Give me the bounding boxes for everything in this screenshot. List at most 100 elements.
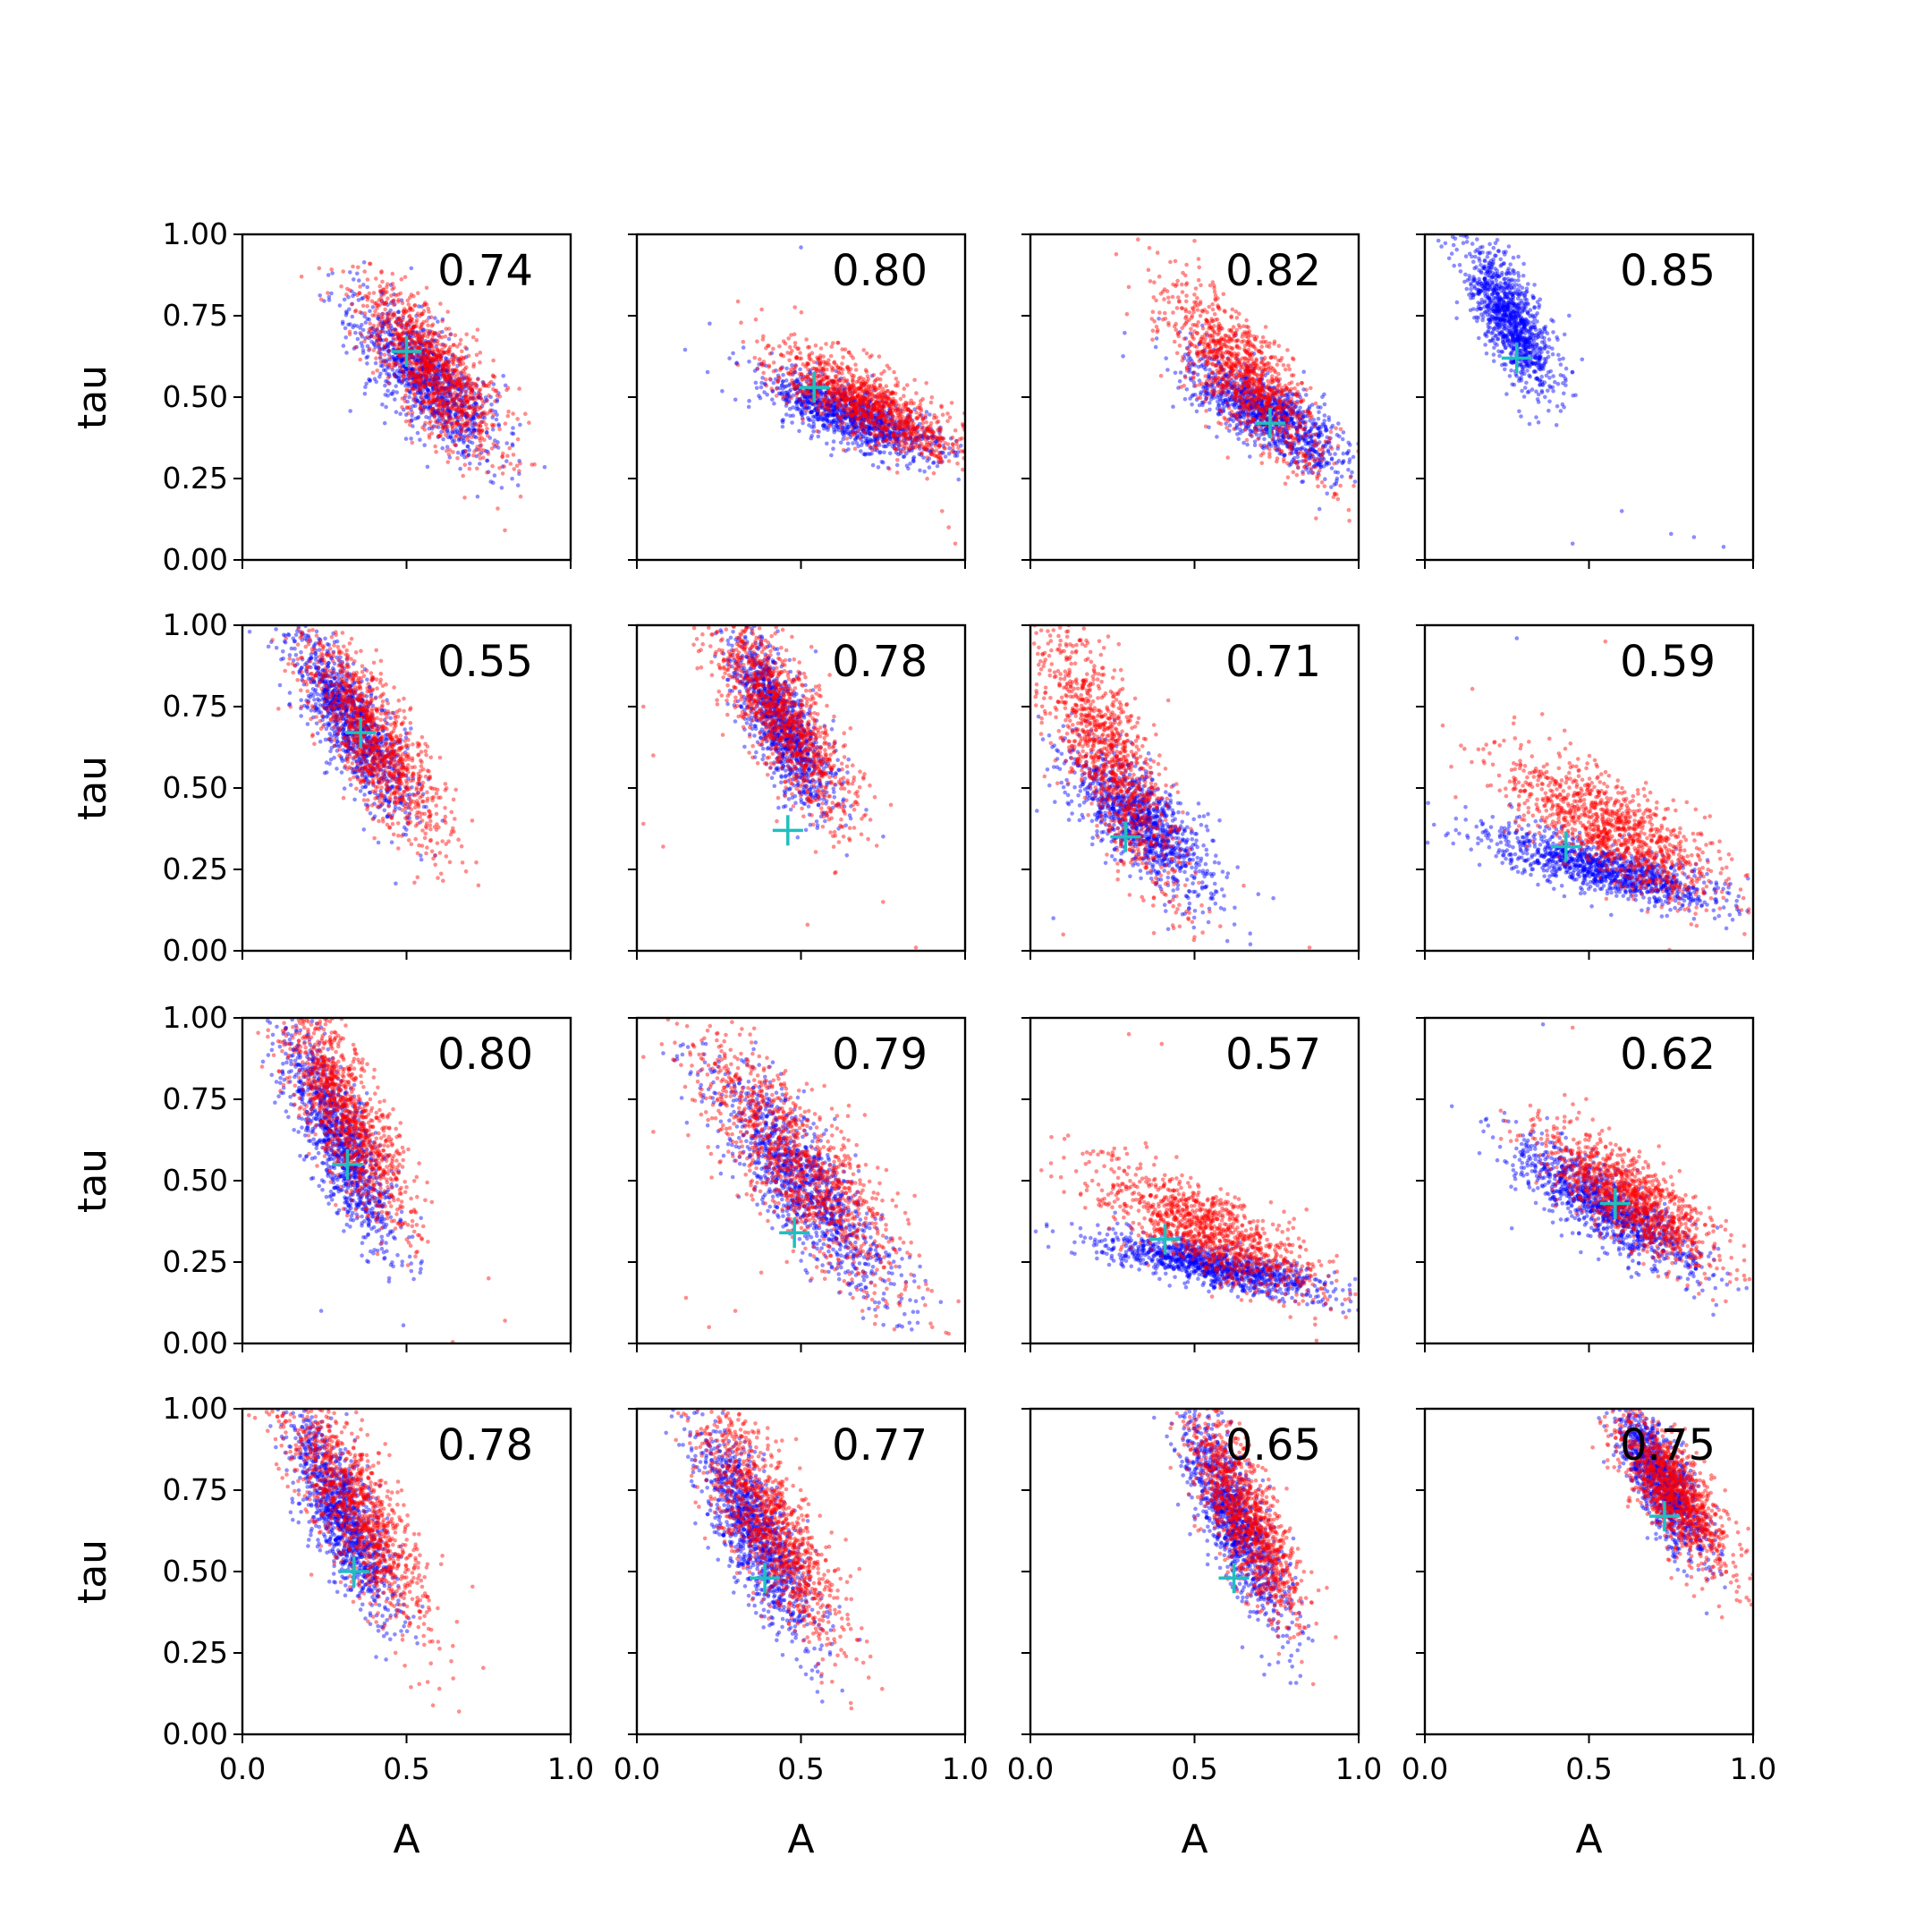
blue-point-cloud-point: [399, 358, 404, 363]
blue-point-cloud-point: [734, 360, 740, 366]
red-point-cloud-point: [823, 393, 828, 398]
blue-point-cloud-point: [358, 331, 363, 335]
red-point-cloud-point: [457, 342, 462, 346]
blue-point-cloud-point: [457, 377, 462, 381]
blue-point-cloud-point: [432, 338, 436, 343]
blue-point-cloud-point: [815, 411, 820, 416]
blue-point-cloud-point: [487, 436, 493, 440]
blue-point-cloud-point: [1238, 427, 1242, 432]
red-point-cloud-point: [400, 301, 405, 306]
blue-point-cloud-point: [860, 394, 865, 399]
blue-point-cloud-point: [360, 335, 365, 339]
blue-point-cloud-point: [462, 402, 467, 407]
blue-point-cloud-point: [832, 404, 837, 410]
red-point-cloud-point: [937, 428, 943, 434]
red-point-cloud-point: [454, 405, 460, 410]
blue-point-cloud-point: [472, 408, 477, 412]
red-point-cloud-point: [398, 338, 402, 343]
blue-point-cloud-point: [741, 345, 746, 350]
red-point-cloud-point: [816, 393, 820, 397]
red-point-cloud-point: [463, 449, 468, 454]
red-point-cloud-point: [406, 330, 411, 335]
red-point-cloud-point: [878, 432, 884, 437]
red-point-cloud-point: [878, 377, 883, 382]
blue-point-cloud-point: [848, 402, 852, 406]
red-point-cloud-point: [459, 429, 464, 435]
red-point-cloud-point: [435, 338, 440, 343]
red-point-cloud-point: [401, 326, 406, 332]
blue-point-cloud-point: [843, 415, 848, 419]
blue-point-cloud-point: [420, 367, 425, 372]
red-point-cloud-point: [478, 424, 483, 428]
red-point-cloud-point: [430, 322, 436, 327]
red-point-cloud-point: [455, 359, 461, 363]
blue-point-cloud-point: [436, 387, 441, 393]
red-point-cloud-point: [455, 383, 460, 388]
blue-point-cloud-point: [912, 407, 917, 412]
blue-point-cloud-point: [859, 418, 864, 423]
blue-point-cloud-point: [460, 403, 465, 409]
blue-point-cloud-point: [422, 443, 428, 448]
red-point-cloud-point: [409, 370, 414, 376]
red-point-cloud-point: [812, 366, 818, 371]
blue-point-cloud-point: [819, 391, 824, 396]
red-point-cloud-point: [446, 326, 452, 331]
red-point-cloud-point: [447, 376, 453, 380]
blue-point-cloud-point: [375, 338, 380, 343]
red-point-cloud-point: [487, 393, 491, 398]
blue-point-cloud-point: [406, 388, 411, 394]
red-point-cloud-point: [411, 330, 416, 335]
red-point-cloud-point: [460, 412, 464, 418]
red-point-cloud-point: [883, 418, 888, 423]
red-point-cloud-point: [375, 326, 379, 332]
blue-point-cloud-point: [454, 429, 460, 435]
red-point-cloud-point: [412, 342, 417, 347]
blue-point-cloud-point: [441, 403, 446, 409]
red-point-cloud-point: [418, 372, 422, 377]
blue-point-cloud-point: [471, 428, 477, 433]
red-point-cloud-point: [438, 354, 443, 359]
blue-point-cloud-point: [471, 413, 476, 419]
red-point-cloud-point: [475, 327, 480, 332]
red-point-cloud-point: [420, 378, 425, 383]
blue-point-cloud-point: [459, 394, 464, 400]
blue-point-cloud-point: [862, 411, 868, 416]
blue-point-cloud-point: [348, 409, 353, 413]
blue-point-cloud-point: [326, 294, 332, 300]
red-point-cloud-point: [911, 445, 915, 451]
blue-point-cloud-point: [453, 412, 458, 417]
blue-point-cloud-point: [833, 408, 837, 413]
blue-point-cloud-point: [803, 406, 808, 411]
blue-point-cloud-point: [445, 402, 450, 406]
blue-point-cloud-point: [438, 402, 443, 407]
red-point-cloud: [299, 261, 537, 533]
blue-point-cloud-point: [453, 383, 457, 388]
red-point-cloud-point: [424, 379, 429, 385]
red-point-cloud-point: [454, 379, 460, 385]
blue-point-cloud-point: [840, 402, 844, 408]
red-point-cloud-point: [415, 388, 420, 393]
blue-point-cloud-point: [403, 384, 408, 388]
red-point-cloud-point: [741, 339, 746, 344]
red-point-cloud-point: [475, 466, 479, 471]
blue-point-cloud-point: [473, 401, 479, 405]
red-point-cloud-point: [479, 428, 485, 433]
blue-point-cloud-point: [376, 343, 381, 348]
blue-point-cloud-point: [418, 383, 423, 388]
red-point-cloud-point: [805, 361, 810, 367]
blue-point-cloud-point: [380, 311, 385, 317]
blue-point-cloud-point: [852, 426, 856, 431]
blue-point-cloud-point: [380, 326, 386, 331]
blue-point-cloud-point: [839, 422, 844, 428]
blue-point-cloud-point: [386, 343, 391, 349]
blue-point-cloud-point: [489, 402, 494, 407]
blue-point-cloud-point: [425, 393, 430, 397]
red-point-cloud-point: [476, 431, 481, 436]
blue-point-cloud-point: [380, 324, 386, 328]
blue-point-cloud-point: [485, 398, 489, 402]
red-point-cloud-point: [853, 362, 858, 368]
blue-point-cloud-point: [371, 329, 377, 335]
blue-point-cloud-point: [801, 392, 806, 396]
blue-point-cloud-point: [450, 383, 455, 388]
blue-point-cloud-point: [428, 363, 434, 368]
